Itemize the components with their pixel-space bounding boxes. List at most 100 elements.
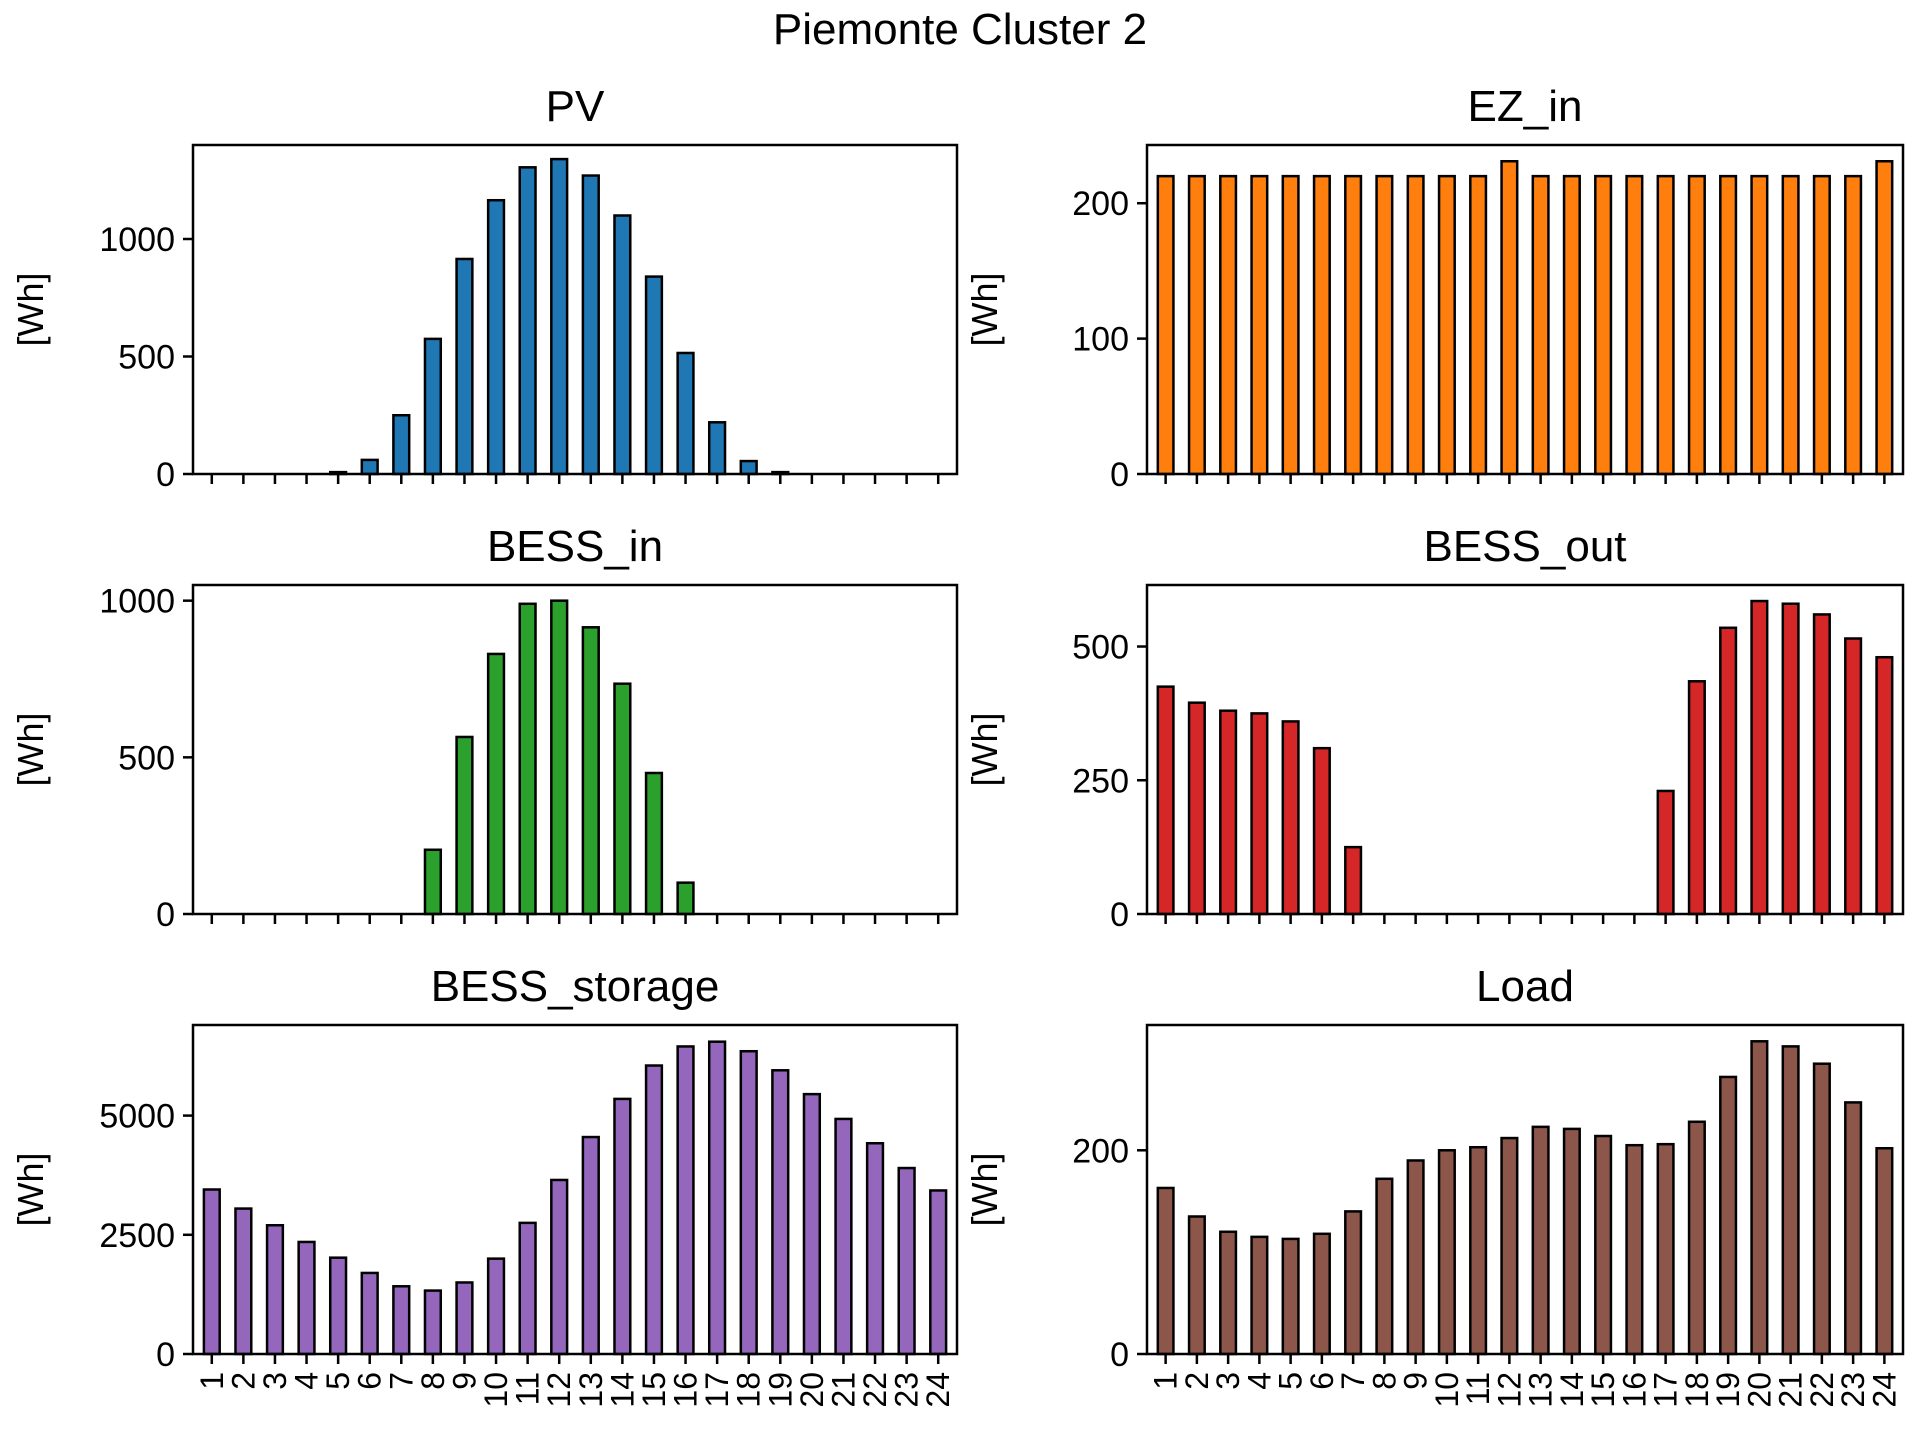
x-tick-label: 3 <box>1210 1372 1246 1390</box>
axes-frame <box>191 583 959 916</box>
bar-10 <box>486 1257 506 1356</box>
y-tick-label: 2500 <box>99 1217 175 1255</box>
x-tick-label: 10 <box>1429 1372 1465 1408</box>
x-tick-label: 11 <box>510 1372 546 1405</box>
x-tick-label: 18 <box>1679 1372 1715 1408</box>
x-tick-label: 24 <box>920 1372 956 1408</box>
bar-1 <box>202 1188 221 1356</box>
subplot-pv: PV [Wh] 0 500 1000 <box>10 82 959 494</box>
bar-23 <box>1844 637 1863 916</box>
bar-21 <box>1781 1045 1800 1356</box>
bar-13 <box>581 626 600 916</box>
bar-7 <box>1344 845 1363 916</box>
bar-10 <box>1437 174 1456 476</box>
x-tick-label: 2 <box>225 1372 261 1390</box>
y-tick-label: 200 <box>1072 185 1129 223</box>
y-tick-label: 100 <box>1072 321 1129 359</box>
y-tick-label: 250 <box>1072 762 1129 800</box>
bar-11 <box>1469 174 1488 476</box>
bar-6 <box>1312 1232 1331 1356</box>
bar-6 <box>1312 174 1331 476</box>
bar-14 <box>613 1097 632 1356</box>
x-tick-label: 7 <box>1335 1372 1371 1390</box>
bar-5 <box>1281 720 1300 916</box>
axes-frame <box>1145 583 1905 916</box>
y-tick-label: 0 <box>1110 896 1129 934</box>
bar-7 <box>1344 1210 1363 1356</box>
bar-18 <box>1687 680 1706 916</box>
y-tick-label: 0 <box>1110 1336 1129 1374</box>
bar-21 <box>1781 602 1800 916</box>
x-tick-label: 22 <box>857 1372 893 1408</box>
bar-13 <box>1531 174 1550 476</box>
bar-24 <box>1875 159 1894 476</box>
x-tick-label: 5 <box>320 1372 356 1390</box>
x-tick-label: 16 <box>1616 1372 1652 1408</box>
bar-11 <box>518 602 537 916</box>
bar-14 <box>613 214 632 476</box>
x-tick-label: 23 <box>889 1372 925 1408</box>
x-tick-label: 14 <box>1554 1372 1590 1408</box>
bar-14 <box>1562 1127 1581 1356</box>
subplot-bess-in: BESS_in [Wh] 0 500 1000 <box>10 522 959 934</box>
bar-9 <box>455 257 474 476</box>
bar-3 <box>1219 174 1238 476</box>
bar-3 <box>1219 709 1238 916</box>
subplot-title: Load <box>1476 962 1574 1011</box>
bar-15 <box>1594 174 1613 476</box>
bar-12 <box>1500 1136 1519 1356</box>
y-tick-label: 0 <box>156 896 175 934</box>
y-axis-label: [Wh] <box>964 272 1005 346</box>
y-tick-label: 0 <box>156 1336 175 1374</box>
bar-21 <box>1781 174 1800 476</box>
x-tick-label: 19 <box>1710 1372 1746 1408</box>
y-axis-label: [Wh] <box>10 712 51 786</box>
x-tick-label: 1 <box>194 1372 230 1390</box>
subplot-grid: PV[Wh]05001000EZ_in[Wh]0100200BESS_in[Wh… <box>10 82 1905 1408</box>
y-tick-label: 500 <box>118 739 175 777</box>
bar-15 <box>644 275 664 476</box>
x-tick-label: 23 <box>1835 1372 1871 1408</box>
bar-2 <box>1187 1215 1206 1356</box>
x-tick-label: 3 <box>257 1372 293 1390</box>
bar-7 <box>392 414 411 476</box>
bar-18 <box>1687 174 1706 476</box>
subplot-title: BESS_in <box>487 522 663 571</box>
bar-8 <box>1375 1177 1394 1356</box>
x-tick-label: 4 <box>289 1372 325 1390</box>
bar-16 <box>676 881 695 916</box>
bar-8 <box>423 848 443 916</box>
x-tick-label: 5 <box>1273 1372 1309 1390</box>
axes-frame <box>191 1023 959 1356</box>
bar-11 <box>518 1221 537 1356</box>
y-tick-label: 1000 <box>99 221 175 259</box>
x-tick-label: 21 <box>825 1372 861 1408</box>
bar-4 <box>297 1240 316 1356</box>
bar-20 <box>1750 599 1769 916</box>
x-tick-label: 1 <box>1148 1372 1184 1390</box>
bar-16 <box>1625 1143 1644 1356</box>
bar-4 <box>1250 1235 1269 1356</box>
axes-frame <box>1145 143 1905 476</box>
bar-6 <box>360 1271 379 1356</box>
y-axis-label: [Wh] <box>964 712 1005 786</box>
x-tick-label: 15 <box>1585 1372 1621 1408</box>
x-tick-label: 21 <box>1773 1372 1809 1408</box>
subplot-bess-out: BESS_out [Wh] 0 250 500 <box>964 522 1905 934</box>
x-tick-label: 18 <box>731 1372 767 1408</box>
subplot-title: EZ_in <box>1468 82 1583 131</box>
bar-15 <box>1594 1134 1613 1356</box>
bar-20 <box>802 1092 822 1356</box>
x-tick-label: 14 <box>604 1372 640 1408</box>
x-tick-label: 10 <box>478 1372 514 1408</box>
x-tick-label: 6 <box>352 1372 388 1390</box>
x-tick-label: 16 <box>668 1372 704 1408</box>
bar-13 <box>581 174 600 476</box>
y-tick-label: 5000 <box>99 1098 175 1136</box>
axes-frame <box>1145 1023 1905 1356</box>
bar-1 <box>1156 685 1175 916</box>
bar-18 <box>739 1049 758 1356</box>
bar-20 <box>1750 1040 1769 1356</box>
bar-20 <box>1750 174 1769 476</box>
subplot-bess-storage: BESS_storage[Wh]025005000123456789101112… <box>10 962 959 1408</box>
